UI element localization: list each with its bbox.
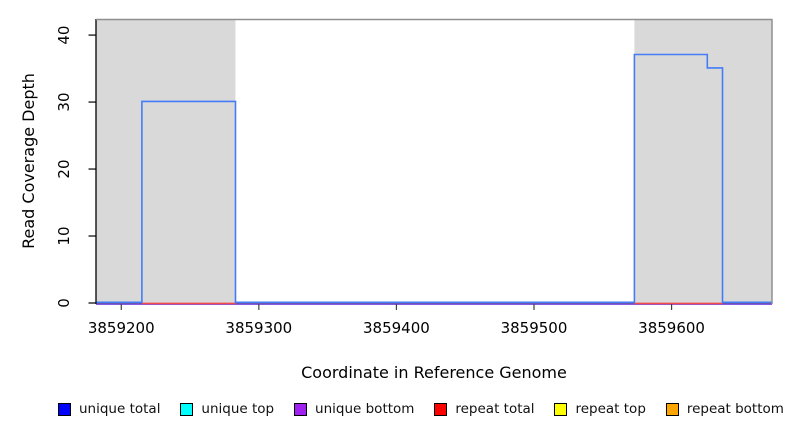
legend-swatch-icon [434,402,448,416]
x-tick-label: 3859600 [638,319,705,337]
axis-ticks: 3859200 3859300 3859400 3859500 3859600 0 10 20… [55,26,705,337]
y-tick-label: 20 [55,159,73,178]
y-tick-label: 0 [55,298,73,308]
legend-swatch-icon [58,402,71,416]
legend-item-unique-total: unique total [58,401,160,417]
y-tick-label: 10 [55,226,73,245]
shaded-regions [96,19,772,304]
x-tick-label: 3859200 [88,319,155,337]
legend-label: repeat bottom [686,401,784,417]
x-axis-title: Coordinate in Reference Genome [301,363,567,382]
coverage-plot: 3859200 3859300 3859400 3859500 3859600 0 10 20… [19,18,773,382]
legend-label: unique total [79,401,161,417]
legend: unique total unique top unique bottom repea… [58,398,784,420]
series-unique-total [96,53,772,304]
legend-swatch-icon [180,402,194,416]
legend-item-repeat-top: repeat top [554,401,646,417]
x-tick-label: 3859400 [363,319,430,337]
legend-label: unique top [201,401,275,417]
x-tick-label: 3859500 [501,319,568,337]
repeat-region-left [96,19,236,304]
legend-label: repeat total [455,401,535,417]
y-tick-label: 40 [55,26,73,45]
coverage-lines [96,53,772,306]
legend-swatch-icon [665,402,679,416]
legend-swatch-icon [554,402,568,416]
repeat-region-right [634,19,772,304]
legend-item-unique-top: unique top [180,401,274,417]
y-tick-label: 30 [55,93,73,112]
legend-swatch-icon [294,402,308,416]
plot-box [96,18,773,304]
legend-item-unique-bottom: unique bottom [294,401,414,417]
y-axis-title: Read Coverage Depth [19,73,38,249]
legend-label: repeat top [575,401,646,417]
legend-label: unique bottom [315,401,415,417]
x-tick-label: 3859300 [225,319,292,337]
legend-item-repeat-total: repeat total [434,401,535,417]
legend-item-repeat-bottom: repeat bottom [665,401,784,417]
